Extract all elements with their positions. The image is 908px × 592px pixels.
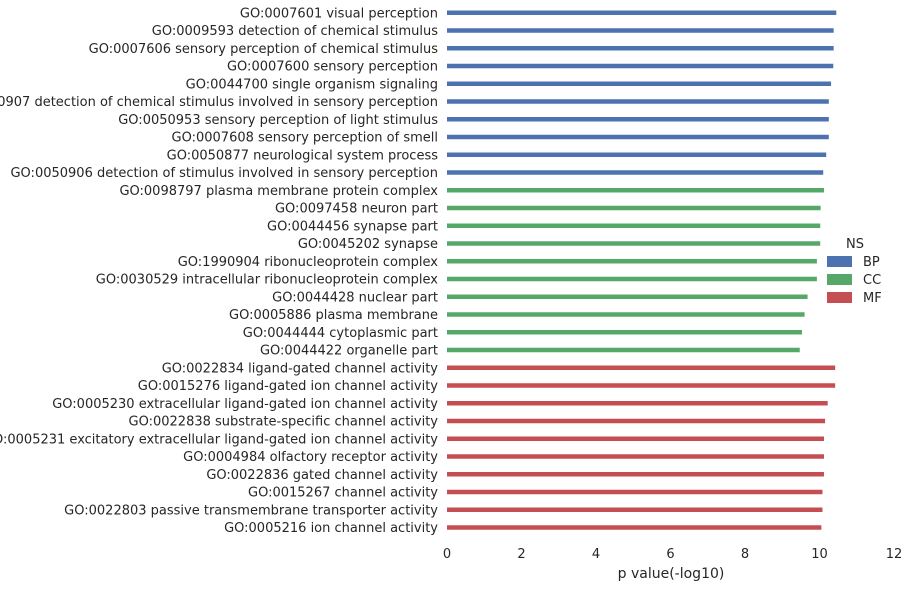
legend-label-mf: MF: [863, 291, 882, 306]
bar-cc: [447, 205, 821, 211]
bar-mf: [447, 525, 822, 530]
category-label: GO:0005230 extracellular ligand-gated io…: [52, 397, 438, 412]
category-label: GO:0097458 neuron part: [275, 202, 438, 217]
bar-mf: [447, 418, 826, 424]
category-label: GO:0015267 channel activity: [248, 486, 438, 501]
category-label: GO:0044428 nuclear part: [272, 290, 438, 305]
category-label: GO:0044422 organelle part: [260, 344, 438, 359]
category-label: GO:0007608 sensory perception of smell: [172, 131, 438, 146]
category-label: GO:0044456 synapse part: [267, 219, 438, 234]
bar-cc: [447, 188, 824, 193]
bar-bp: [447, 134, 829, 140]
bar-cc: [447, 241, 821, 246]
bar-bp: [447, 99, 829, 104]
bar-mf: [447, 454, 824, 459]
x-tick-label: 8: [741, 547, 749, 562]
bar-bp: [447, 117, 829, 122]
bar-bp: [447, 63, 834, 69]
category-label: GO:0098797 plasma membrane protein compl…: [119, 184, 438, 199]
category-label: GO:1990904 ribonucleoprotein complex: [178, 255, 439, 270]
category-label: GO:0050953 sensory perception of light s…: [118, 113, 438, 128]
category-label: GO:0005231 excitatory extracellular liga…: [0, 432, 438, 447]
bar-cc: [447, 312, 805, 317]
x-tick-label: 0: [443, 547, 451, 562]
category-label: GO:0005216 ion channel activity: [224, 521, 438, 536]
x-tick-label: 6: [666, 547, 674, 562]
bar-bp: [447, 28, 834, 33]
bar-cc: [447, 276, 817, 282]
legend-label-cc: CC: [863, 273, 881, 288]
plot-area: GO:0007601 visual perception GO:0009593 d…: [0, 6, 902, 562]
x-tick-label: 12: [886, 547, 903, 562]
category-label: GO:0022838 substrate-specific channel ac…: [129, 415, 439, 430]
category-label: GO:0004984 olfactory receptor activity: [183, 450, 438, 465]
x-tick-label: 10: [811, 547, 828, 562]
category-label: GO:0044444 cytoplasmic part: [243, 326, 438, 341]
bar-mf: [447, 489, 823, 495]
x-axis-label: p value(-log10): [618, 566, 725, 582]
category-label: GO:0045202 synapse: [298, 237, 438, 252]
bar-bp: [447, 170, 824, 175]
category-label: GO:0022834 ligand-gated channel activity: [162, 361, 439, 376]
bar-mf: [447, 383, 836, 388]
bar-mf: [447, 365, 836, 370]
legend-swatch-mf: [827, 292, 852, 303]
legend-label-bp: BP: [863, 255, 880, 270]
bar-mf: [447, 401, 828, 406]
bar-mf: [447, 436, 824, 441]
category-label: GO:0022803 passive transmembrane transpo…: [64, 503, 438, 518]
category-label: GO:0005886 plasma membrane: [229, 308, 438, 323]
category-label: GO:0022836 gated channel activity: [206, 468, 438, 483]
legend-swatch-cc: [827, 274, 852, 285]
category-label: GO:0009593 detection of chemical stimulu…: [152, 24, 438, 39]
bar-cc: [447, 347, 800, 353]
bar-cc: [447, 294, 808, 299]
bar-cc: [447, 330, 802, 335]
category-label: GO:0044700 single organism signaling: [186, 77, 438, 92]
legend: NS BP CC MF: [827, 237, 882, 306]
category-label: GO:0050906 detection of stimulus involve…: [10, 166, 438, 181]
legend-swatch-bp: [827, 256, 852, 267]
category-label: GO:0050877 neurological system process: [167, 148, 439, 163]
bar-bp: [447, 152, 827, 157]
category-label: GO:0015276 ligand-gated ion channel acti…: [138, 379, 439, 394]
bar-cc: [447, 259, 817, 264]
bar-bp: [447, 46, 834, 51]
bar-bp: [447, 81, 832, 86]
legend-title: NS: [846, 237, 864, 252]
bar-bp: [447, 10, 837, 15]
bar-cc: [447, 223, 821, 228]
x-tick-label: 4: [592, 547, 600, 562]
category-label: GO:0030529 intracellular ribonucleoprote…: [96, 273, 439, 288]
bar-mf: [447, 472, 824, 477]
category-label: GO:0007600 sensory perception: [227, 60, 438, 75]
category-label: GO:0007606 sensory perception of chemica…: [89, 42, 439, 57]
bar-mf: [447, 507, 823, 512]
category-label: GO:0007601 visual perception: [240, 6, 438, 21]
x-tick-label: 2: [517, 547, 525, 562]
category-label: GO:0050907 detection of chemical stimulu…: [0, 95, 438, 110]
